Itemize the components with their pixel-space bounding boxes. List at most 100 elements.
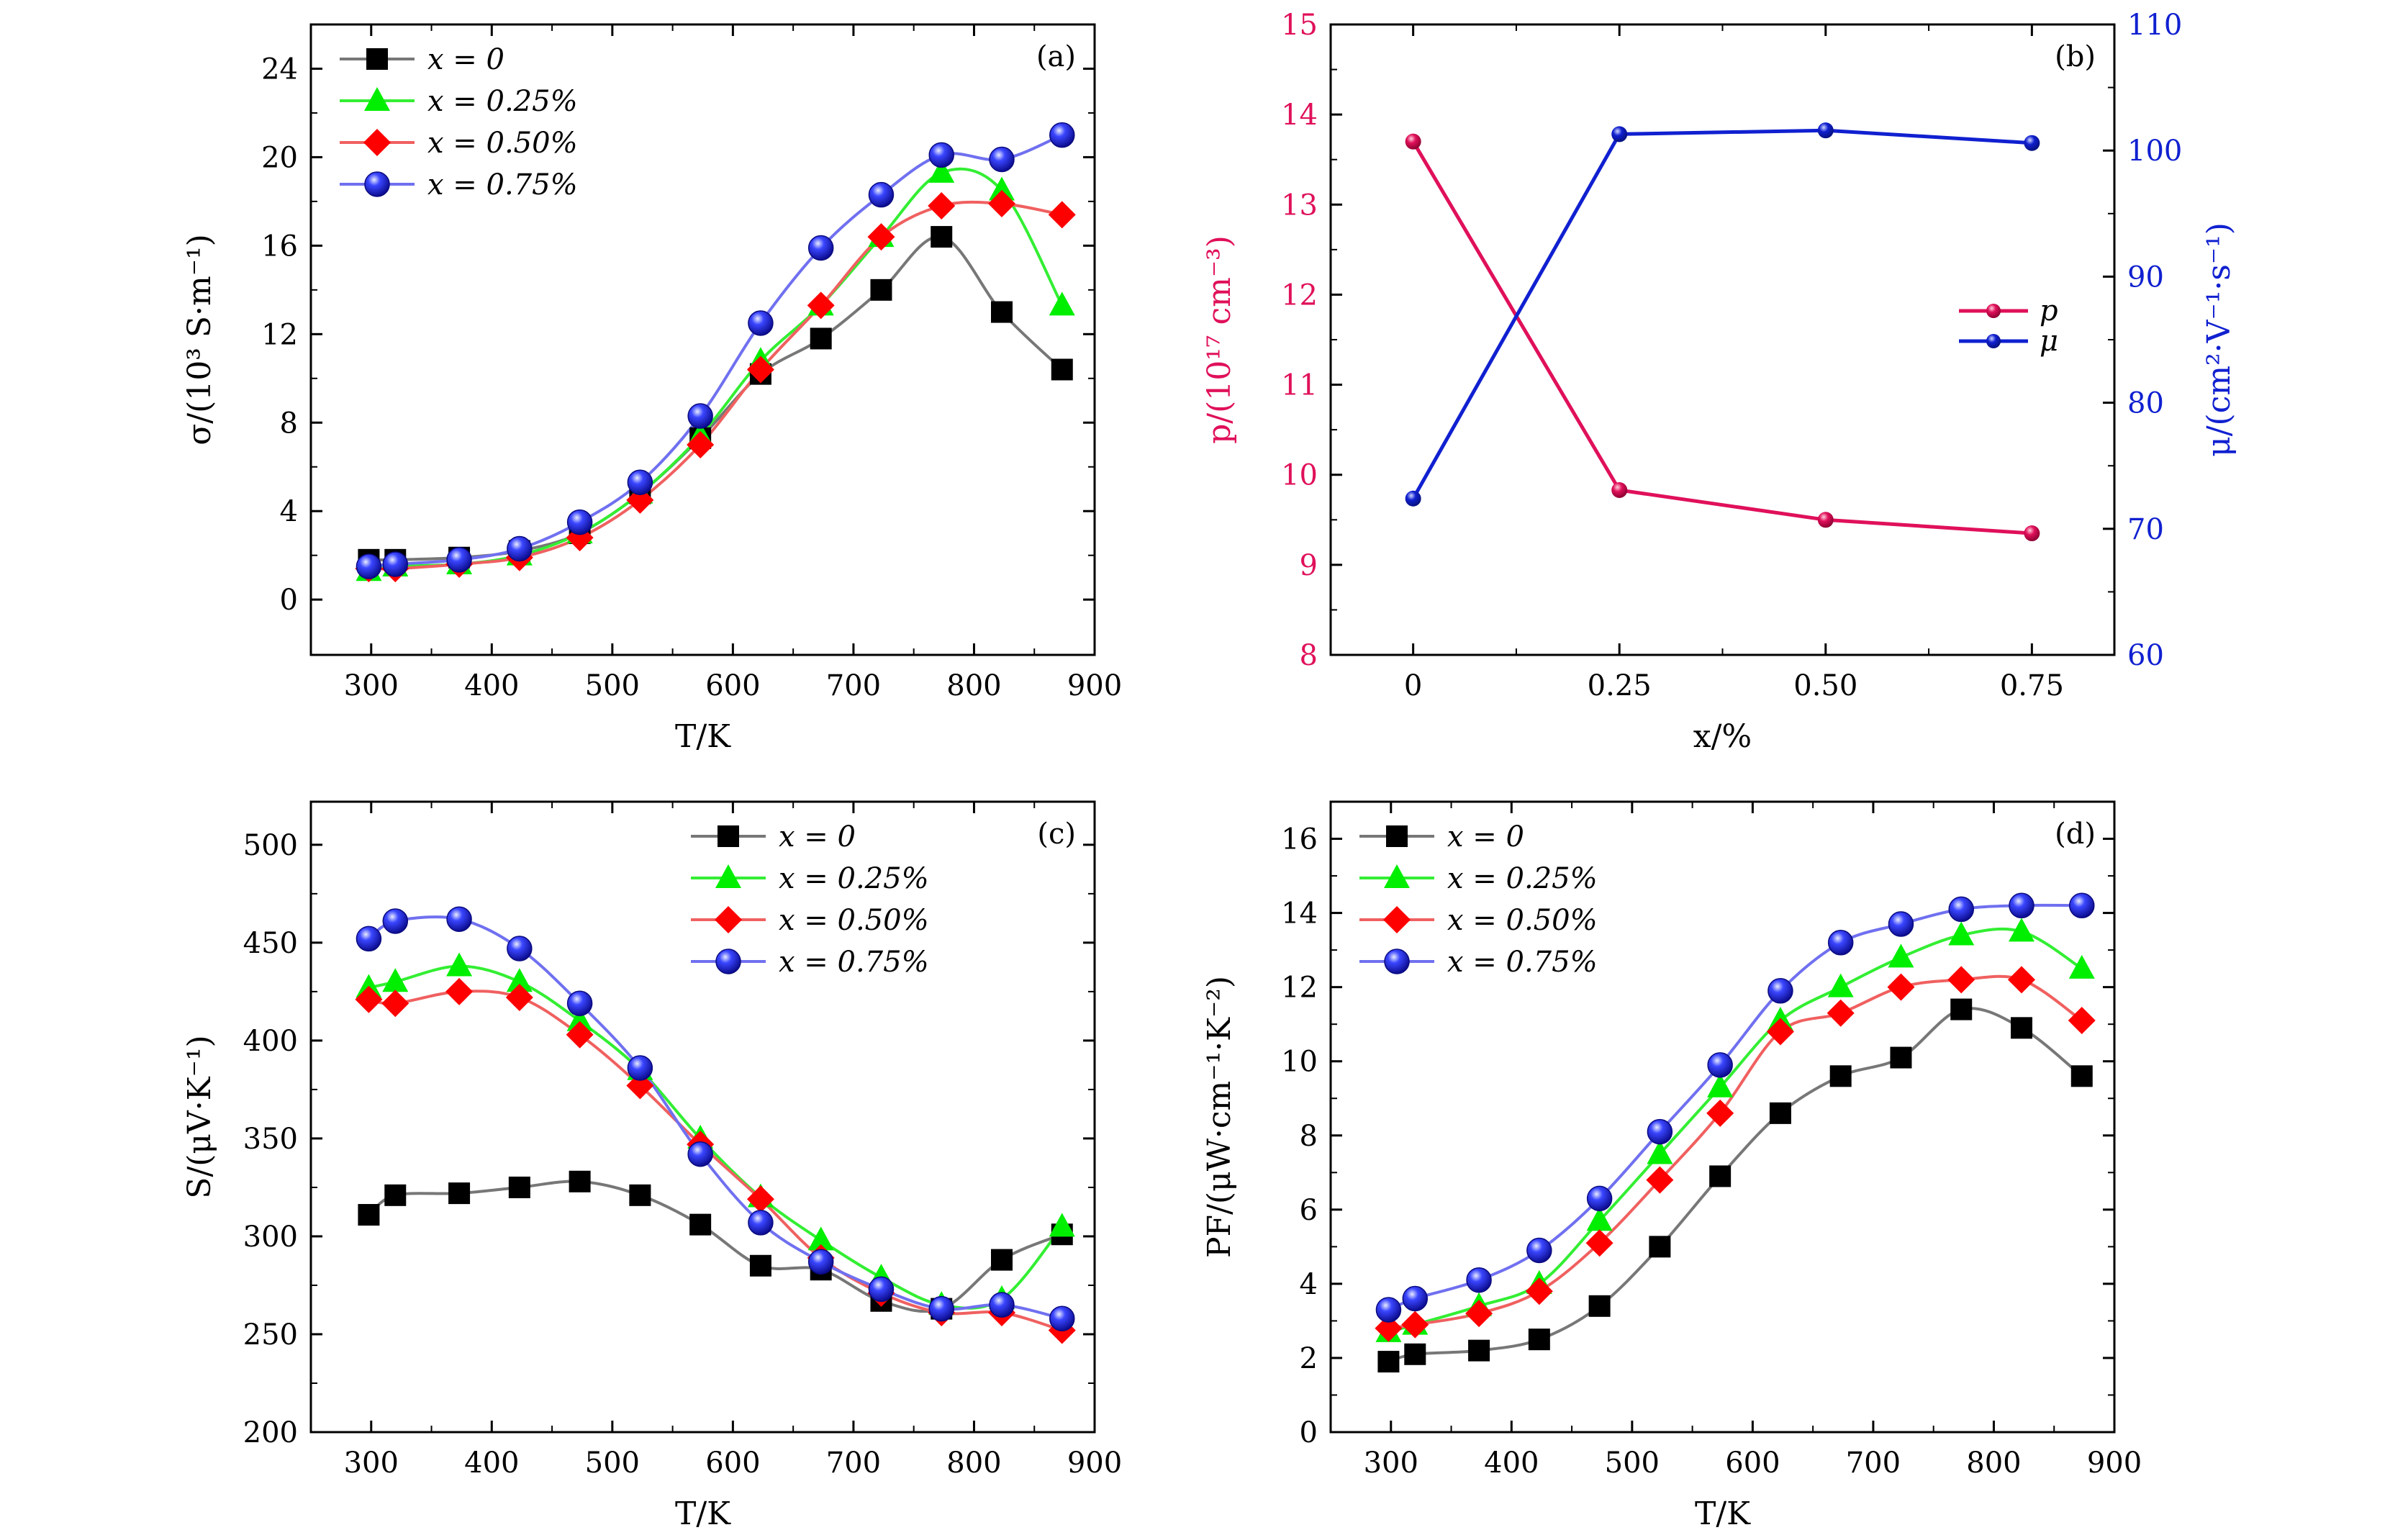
data-point (1827, 999, 1855, 1027)
data-point (356, 553, 382, 579)
data-point (807, 235, 834, 261)
x-axis-label: T/K (675, 718, 731, 755)
data-point (1827, 973, 1854, 997)
data-point (508, 1176, 530, 1198)
legend-marker (715, 906, 742, 933)
y2-tick-label: 110 (2127, 9, 2182, 42)
legend-label: x = 0.25% (1447, 862, 1598, 895)
data-point (1375, 1297, 1402, 1323)
x-tick-label: 400 (464, 669, 519, 702)
data-point (1947, 966, 1975, 994)
x-tick-label: 500 (1605, 1447, 1660, 1480)
data-point (1049, 1305, 1075, 1331)
x-tick-label: 700 (826, 1447, 881, 1480)
data-point (2009, 892, 2034, 919)
data-point (1466, 1267, 1492, 1293)
data-point (1585, 1229, 1613, 1257)
data-point (1649, 1236, 1671, 1258)
data-point (748, 1210, 774, 1236)
x-tick-label: 300 (344, 669, 399, 702)
data-point (446, 906, 472, 932)
y2-tick-label: 100 (2127, 135, 2182, 168)
legend-label: μ (2040, 325, 2058, 358)
data-point (1706, 1099, 1734, 1127)
data-point (1950, 998, 1973, 1020)
data-point (1890, 1046, 1912, 1069)
y-tick-label: 200 (243, 1416, 298, 1449)
data-point (1049, 122, 1075, 148)
data-point (870, 279, 892, 301)
data-point (689, 1213, 712, 1236)
data-point (356, 925, 382, 952)
y-tick-label: 6 (1300, 1194, 1318, 1227)
data-point (807, 1226, 834, 1251)
series-line (368, 1180, 1063, 1313)
series-line (1411, 128, 2032, 500)
y-tick-label: 400 (243, 1025, 298, 1058)
panel-label: (d) (2055, 818, 2096, 851)
data-point (358, 1204, 380, 1226)
data-point (1611, 126, 1628, 142)
data-point (807, 291, 835, 320)
x-tick-label: 600 (1725, 1447, 1780, 1480)
y-axis-label: p/(10¹⁷ cm⁻³) (1201, 235, 1238, 444)
data-point (990, 301, 1013, 323)
y-tick-label: 14 (1281, 897, 1318, 931)
x-tick-label: 900 (1067, 669, 1122, 702)
data-point (1769, 1102, 1791, 1124)
data-point (446, 952, 473, 977)
data-point (2069, 892, 2095, 919)
data-point (1817, 512, 1834, 528)
legend-marker (718, 825, 739, 847)
legend-marker (364, 87, 390, 111)
legend-marker (715, 949, 741, 974)
data-point (1646, 1166, 1674, 1194)
data-point (989, 146, 1015, 173)
data-point (989, 1292, 1015, 1318)
data-point (506, 968, 533, 992)
data-point (507, 535, 533, 562)
data-point (931, 226, 953, 248)
data-point (1588, 1295, 1611, 1317)
x-tick-label: 800 (1966, 1447, 2021, 1480)
data-point (355, 985, 383, 1013)
data-point (1375, 1314, 1403, 1342)
legend-marker (1986, 304, 2001, 318)
data-point (566, 990, 593, 1016)
legend-label: x = 0.50% (779, 904, 929, 937)
y-axis-label: S/(μV·K⁻¹) (181, 1035, 218, 1198)
data-point (2070, 1065, 2093, 1087)
data-point (746, 1185, 774, 1213)
data-point (928, 192, 956, 220)
y-tick-label: 2 (1300, 1342, 1318, 1375)
x-tick-label: 900 (2087, 1447, 2142, 1480)
data-point (1707, 1052, 1733, 1078)
data-point (1817, 122, 1834, 139)
plot-frame (309, 23, 1096, 656)
data-point (990, 1249, 1013, 1271)
data-point (1405, 490, 1421, 507)
data-point (1402, 1285, 1429, 1312)
data-point (1829, 1065, 1852, 1087)
x-tick-label: 500 (585, 669, 640, 702)
x-tick-label: 500 (585, 1447, 640, 1480)
panel-b: 0 0.25 0.50 0.75 8 9 10 11 12 13 14 15 (b) x/% p/(10¹⁷… (1201, 9, 2237, 755)
legend-label: x = 0 (779, 820, 856, 854)
data-point (810, 327, 832, 350)
series-line (368, 200, 1063, 571)
y-tick-label: 16 (261, 230, 298, 263)
data-point (1468, 1339, 1490, 1362)
y-tick-label: 16 (1281, 823, 1318, 856)
data-point (1766, 1018, 1794, 1046)
data-point (626, 486, 654, 514)
x-axis-label: T/K (675, 1495, 731, 1530)
legend-marker (363, 129, 391, 156)
data-point (1827, 930, 1854, 956)
x-tick-label: 600 (705, 1447, 760, 1480)
series-line (1388, 927, 2083, 1334)
data-point (2024, 525, 2040, 542)
data-point (382, 968, 409, 992)
series-line (368, 964, 1064, 1310)
panel-label: (b) (2055, 40, 2096, 73)
data-point (749, 1254, 771, 1277)
